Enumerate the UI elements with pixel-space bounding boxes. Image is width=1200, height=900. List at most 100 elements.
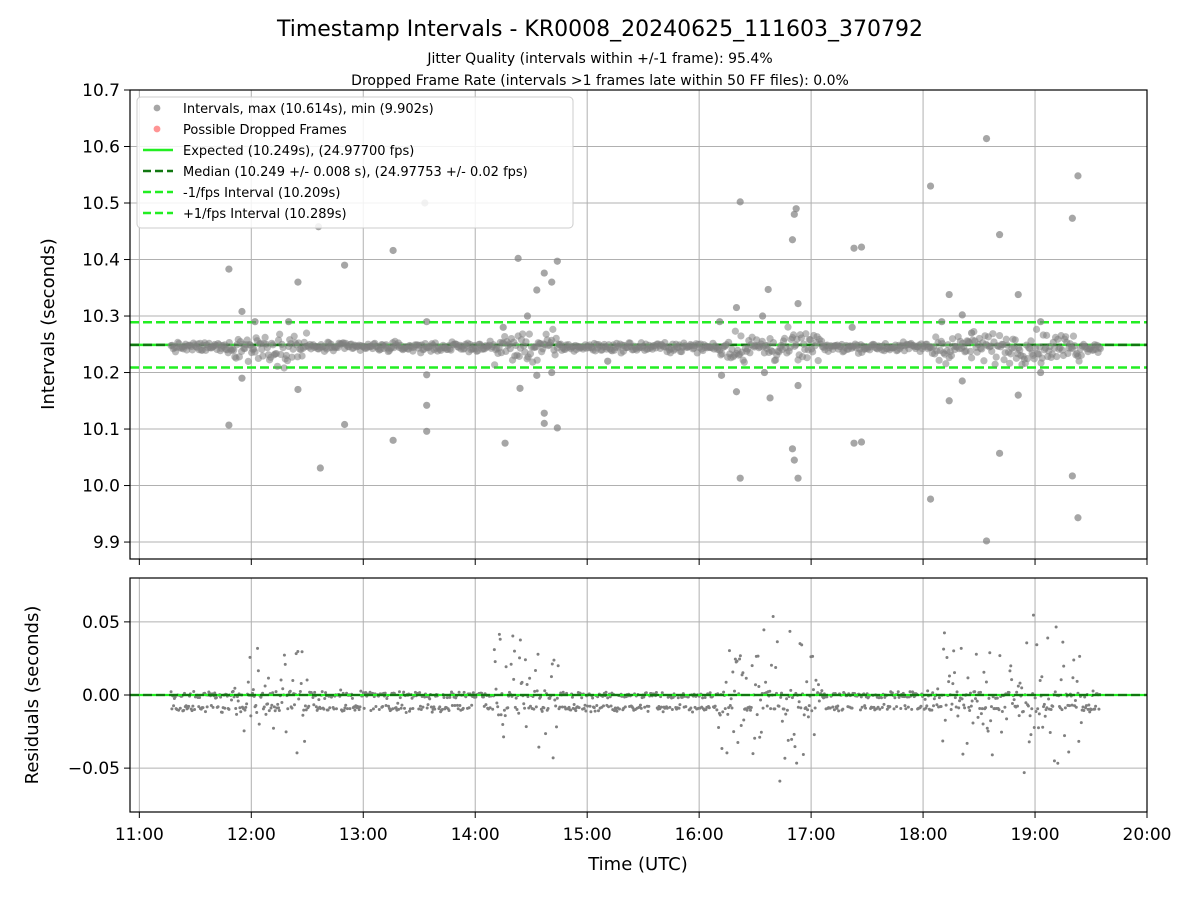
residual-point (713, 704, 717, 708)
residual-point (496, 705, 500, 709)
interval-point (1053, 352, 1061, 361)
residual-point (942, 631, 946, 635)
residual-point (1000, 730, 1004, 734)
residual-point (554, 725, 558, 729)
residual-point (990, 753, 994, 757)
residual-point (960, 697, 964, 701)
residual-point (266, 676, 270, 680)
interval-outlier-point (926, 182, 935, 190)
interval-point (263, 344, 271, 352)
interval-outlier-point (758, 312, 767, 320)
residual-point (1081, 705, 1085, 709)
residual-point (450, 690, 454, 694)
residual-point (230, 698, 234, 702)
residual-point (1035, 643, 1039, 647)
residual-point (814, 678, 818, 682)
residual-point (974, 652, 978, 656)
interval-outlier-point (794, 474, 802, 482)
interval-point (519, 330, 527, 338)
residual-point (408, 709, 412, 713)
residual-point (736, 740, 740, 744)
residual-point (963, 706, 967, 710)
interval-point (525, 330, 533, 338)
residual-point (214, 696, 218, 700)
residual-point (1091, 689, 1095, 693)
residual-point (1015, 690, 1019, 694)
residual-point (282, 653, 286, 657)
residual-point (246, 680, 250, 684)
residual-point (540, 709, 544, 713)
residual-point (989, 705, 993, 709)
residual-point (492, 648, 496, 652)
residual-point (493, 660, 497, 664)
residual-point (1018, 681, 1022, 685)
residual-point (739, 724, 743, 728)
residual-point (433, 707, 437, 711)
residual-point (1045, 706, 1049, 710)
residual-point (236, 699, 240, 703)
residual-point (863, 704, 867, 708)
residual-point (345, 707, 349, 711)
residual-point (968, 708, 972, 712)
residual-point (533, 689, 537, 693)
residual-point (727, 649, 731, 653)
residual-point (169, 690, 173, 694)
residual-point (769, 707, 773, 711)
residual-point (187, 704, 191, 708)
interval-point (261, 333, 269, 342)
residual-point (1079, 721, 1083, 725)
residual-point (1093, 707, 1097, 711)
residual-point (357, 708, 361, 712)
interval-point (1006, 359, 1014, 367)
residual-point (582, 707, 586, 711)
residual-point (396, 701, 400, 705)
interval-point (1064, 349, 1072, 358)
residual-point (421, 705, 425, 709)
residual-point (703, 695, 707, 699)
residual-point (761, 706, 765, 710)
residual-point (876, 705, 880, 709)
residual-point (1022, 771, 1026, 775)
residual-point (302, 708, 306, 712)
residual-point (1073, 698, 1077, 702)
residual-point (213, 691, 217, 695)
interval-outlier-point (340, 261, 349, 269)
residual-point (307, 704, 311, 708)
residual-point (243, 708, 247, 712)
residual-point (949, 707, 953, 711)
interval-outlier-point (1068, 472, 1076, 480)
residual-point (1033, 696, 1037, 700)
residual-point (880, 705, 884, 709)
residual-point (400, 703, 404, 707)
residual-point (958, 699, 962, 703)
interval-outlier-point (716, 318, 724, 326)
residual-point (1003, 705, 1007, 709)
residual-point (660, 691, 664, 695)
residual-point (319, 706, 323, 710)
residual-point (220, 710, 224, 714)
interval-point (740, 358, 748, 366)
residual-point (953, 696, 957, 700)
residual-point (596, 709, 600, 713)
residual-point (893, 696, 897, 700)
residuals-x-tick-label: 17:00 (787, 825, 836, 845)
residual-point (242, 729, 246, 733)
residual-point (778, 779, 782, 783)
residual-point (288, 689, 292, 693)
residual-point (574, 709, 578, 713)
interval-point (259, 352, 267, 360)
residual-point (892, 707, 896, 711)
residual-point (1010, 678, 1014, 682)
interval-point (948, 335, 957, 343)
interval-point (797, 334, 806, 342)
residual-point (408, 707, 412, 711)
interval-outlier-point (792, 205, 800, 213)
interval-point (298, 352, 306, 360)
residual-point (1043, 714, 1047, 718)
residual-point (501, 722, 505, 726)
residual-point (586, 704, 590, 708)
interval-outlier-point (523, 312, 532, 320)
residual-point (544, 732, 548, 736)
residual-point (381, 704, 385, 708)
interval-point (781, 334, 789, 342)
